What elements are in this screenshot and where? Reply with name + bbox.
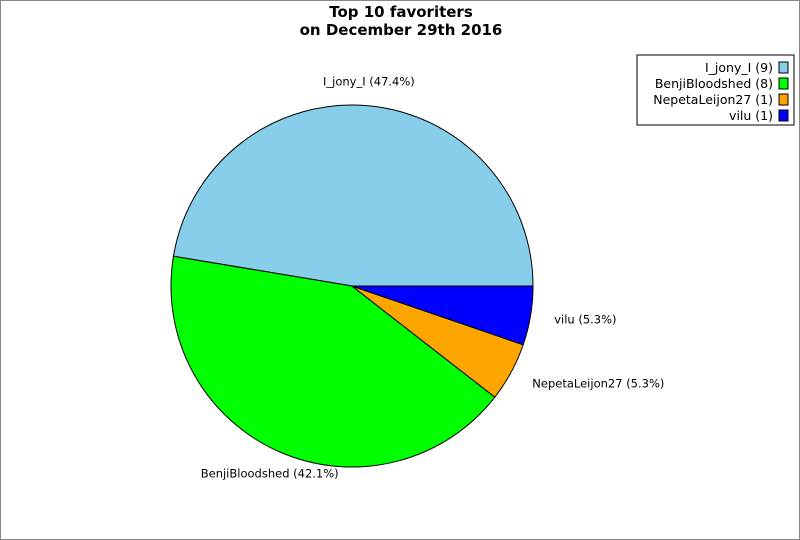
legend-swatch-NepetaLeijon27 (778, 93, 789, 106)
legend-label-NepetaLeijon27: NepetaLeijon27 (1) (653, 92, 773, 107)
pie-slices (170, 104, 534, 468)
chart-subtitle: on December 29th 2016 (299, 21, 503, 39)
chart-title: Top 10 favoriters (329, 3, 473, 21)
slice-label-BenjiBloodshed: BenjiBloodshed (42.1%) (201, 467, 339, 481)
pie-slice-I_jony_I (172, 104, 534, 287)
legend-box (636, 54, 795, 126)
slice-label-I_jony_I: I_jony_I (47.4%) (323, 75, 415, 89)
slice-label-NepetaLeijon27: NepetaLeijon27 (5.3%) (532, 377, 664, 391)
slice-label-vilu: vilu (5.3%) (554, 313, 616, 327)
pie-slice-vilu (351, 285, 534, 346)
legend-swatch-I_jony_I (778, 61, 789, 74)
pie-slice-BenjiBloodshed (170, 255, 496, 468)
legend-swatch-BenjiBloodshed (778, 77, 789, 90)
pie-slice-labels: I_jony_I (47.4%) BenjiBloodshed (42.1%) Ne… (201, 75, 665, 481)
legend-label-I_jony_I: I_jony_I (9) (705, 60, 773, 75)
legend-swatch-vilu (778, 109, 789, 122)
legend-label-vilu: vilu (1) (729, 108, 773, 123)
legend: I_jony_I (9)BenjiBloodshed (8)NepetaLeij… (636, 54, 795, 126)
legend-label-BenjiBloodshed: BenjiBloodshed (8) (655, 76, 773, 91)
